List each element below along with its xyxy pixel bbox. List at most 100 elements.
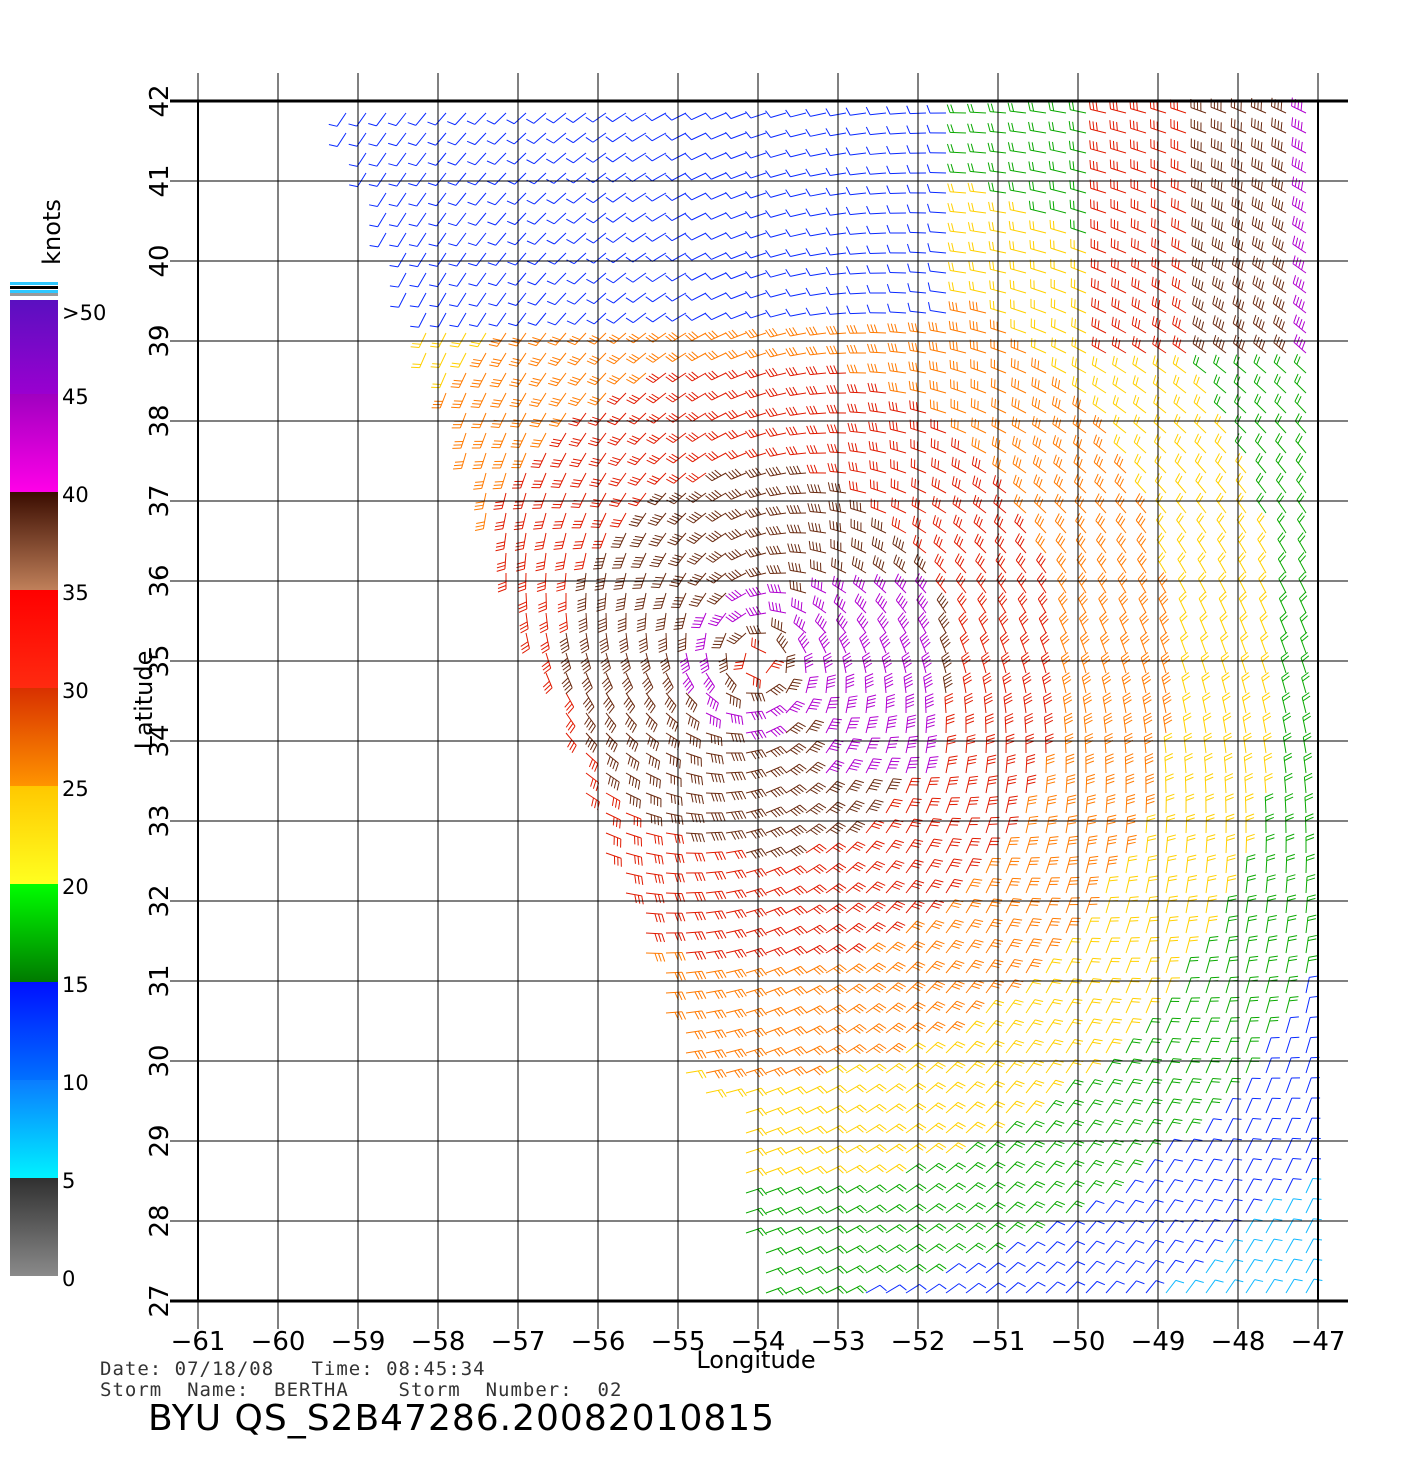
wind-barb — [865, 881, 886, 894]
wind-barb — [682, 672, 695, 694]
wind-barb — [947, 222, 967, 234]
wind-barb — [610, 532, 627, 549]
wind-barb — [1005, 1120, 1025, 1134]
wind-barb — [825, 1024, 847, 1035]
wind-barb — [545, 112, 567, 124]
wind-barb — [605, 832, 622, 848]
wind-barb — [947, 262, 967, 274]
wind-barb — [1138, 592, 1149, 614]
wind-barb — [1200, 652, 1210, 674]
wind-barb — [807, 503, 827, 514]
wind-barb — [785, 1126, 807, 1135]
wind-barb — [1285, 914, 1297, 934]
x-axis-title: Longitude — [696, 1346, 815, 1374]
wind-barb — [913, 553, 927, 574]
wind-barb — [531, 472, 547, 489]
wind-barb — [906, 204, 927, 214]
wind-barb — [711, 632, 727, 649]
wind-barb — [805, 1185, 827, 1195]
wind-barb — [1159, 632, 1170, 654]
wind-barb — [665, 892, 686, 902]
wind-barb — [785, 288, 807, 297]
wind-barb — [1065, 876, 1080, 894]
wind-barb — [467, 172, 487, 186]
wind-barb — [871, 536, 887, 554]
wind-barb — [845, 1245, 867, 1254]
wind-barb — [1273, 373, 1287, 394]
wind-barb — [1185, 834, 1196, 854]
wind-barb — [1190, 118, 1207, 134]
wind-barb — [1005, 877, 1022, 894]
wind-barb — [474, 512, 487, 531]
wind-barb — [1045, 1180, 1065, 1194]
wind-barb — [1011, 396, 1027, 414]
wind-barb — [685, 312, 707, 321]
wind-barb — [427, 112, 447, 126]
wind-barb — [1172, 315, 1187, 334]
wind-barb — [1005, 774, 1017, 794]
wind-barb — [1049, 200, 1067, 214]
wind-barb — [981, 652, 991, 674]
wind-barb — [825, 1064, 847, 1074]
wind-barb — [793, 614, 807, 634]
wind-barb — [1279, 612, 1288, 634]
wind-barb — [725, 830, 747, 840]
wind-barb — [1045, 1019, 1064, 1034]
colorbar-tick-label: >50 — [62, 301, 106, 325]
wind-barb — [685, 891, 706, 901]
wind-barb — [910, 458, 927, 474]
wind-barb — [1025, 938, 1043, 954]
wind-barb — [1111, 297, 1127, 314]
wind-barb — [568, 412, 587, 427]
wind-barb — [825, 696, 840, 714]
wind-barb — [868, 441, 887, 454]
wind-barb — [605, 772, 620, 791]
wind-barb — [1205, 874, 1217, 894]
wind-barb — [665, 991, 686, 1001]
wind-barb — [725, 589, 747, 602]
wind-barb — [625, 892, 644, 905]
wind-barb — [1195, 492, 1207, 514]
wind-barb — [970, 359, 987, 374]
wind-barb — [725, 889, 747, 899]
wind-barb — [1005, 1261, 1026, 1274]
wind-barb — [1165, 1199, 1184, 1214]
wind-barb — [765, 786, 787, 798]
wind-barb — [1100, 652, 1111, 674]
wind-barb — [448, 252, 467, 267]
wind-barb — [536, 572, 547, 592]
wind-barb — [695, 632, 707, 652]
wind-barb — [905, 981, 926, 994]
wind-barb — [468, 272, 487, 287]
wind-barb — [686, 552, 707, 565]
wind-barb — [1005, 918, 1023, 934]
wind-barb — [1297, 552, 1307, 574]
wind-barb — [826, 385, 847, 394]
wind-barb — [725, 569, 747, 581]
wind-barb — [845, 1204, 867, 1214]
wind-barb — [845, 717, 861, 734]
wind-barb — [925, 920, 945, 934]
wind-barb — [1280, 652, 1290, 674]
wind-barb — [1060, 652, 1071, 674]
wind-barb — [725, 1028, 747, 1039]
wind-barb — [1048, 160, 1067, 174]
wind-barb — [965, 1081, 986, 1094]
wind-barb — [945, 755, 958, 774]
wind-barb — [1045, 1281, 1066, 1294]
wind-barb — [945, 1283, 967, 1294]
wind-barb — [945, 899, 964, 914]
wind-barb — [865, 106, 887, 116]
wind-barb — [627, 452, 647, 466]
wind-barb — [1205, 1219, 1224, 1234]
wind-barb — [785, 885, 807, 896]
wind-barb — [1045, 856, 1060, 874]
wind-barb — [1225, 1178, 1243, 1194]
wind-barb — [348, 112, 367, 127]
wind-barb — [1163, 732, 1173, 754]
wind-barb — [785, 327, 807, 337]
wind-barb — [585, 192, 607, 204]
wind-barb — [1065, 1059, 1084, 1074]
wind-barb — [1065, 1099, 1084, 1114]
wind-barb — [805, 719, 824, 734]
